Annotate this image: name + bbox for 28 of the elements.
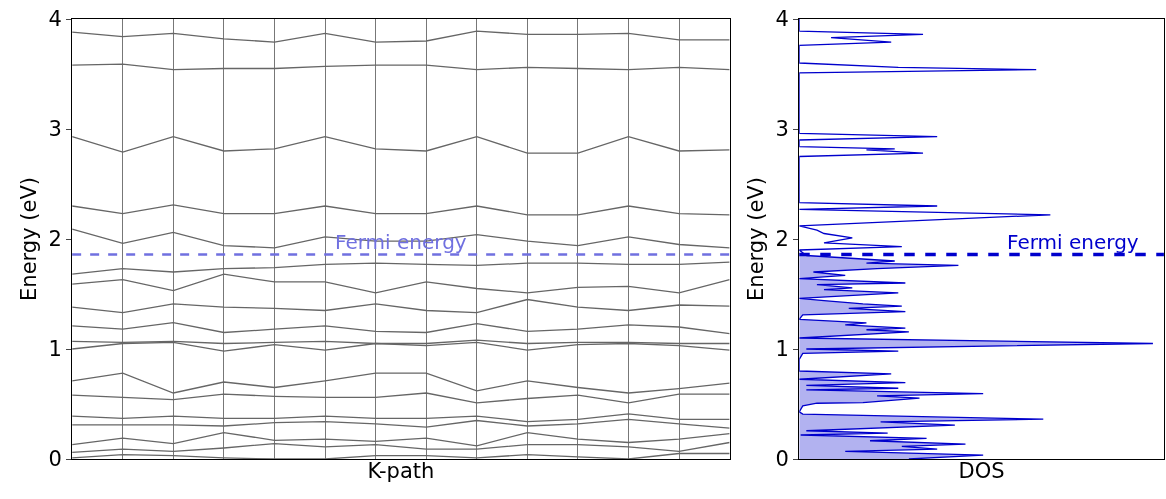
line-series — [72, 413, 730, 423]
y-tick-label: 2 — [48, 227, 62, 252]
y-tick-label: 2 — [775, 227, 789, 252]
x-axis-title: DOS — [958, 459, 1005, 484]
line-series — [72, 392, 730, 404]
line-series — [72, 321, 730, 335]
line-series — [72, 30, 730, 43]
line-series — [72, 431, 730, 447]
y-tick-label: 3 — [48, 117, 62, 142]
line-series — [72, 204, 730, 216]
y-tick-label: 3 — [775, 117, 789, 142]
y-axis-title: Energy (eV) — [743, 177, 768, 301]
line-series — [72, 298, 730, 314]
y-tick-label: 4 — [48, 7, 62, 32]
x-axis-title: K-path — [367, 459, 435, 484]
line-series — [72, 372, 730, 394]
line-series — [72, 136, 730, 154]
y-tick-label: 0 — [48, 447, 62, 472]
y-tick-label: 4 — [775, 7, 789, 32]
y-tick-label: 1 — [775, 337, 789, 362]
y-tick-label: 0 — [775, 447, 789, 472]
line-series — [72, 341, 730, 352]
line-series — [72, 261, 730, 275]
line-series — [72, 418, 730, 429]
y-tick-label: 1 — [48, 337, 62, 362]
line-series — [72, 273, 730, 294]
ref-line-label: Fermi energy — [1007, 230, 1139, 254]
y-axis-title: Energy (eV) — [16, 177, 41, 301]
